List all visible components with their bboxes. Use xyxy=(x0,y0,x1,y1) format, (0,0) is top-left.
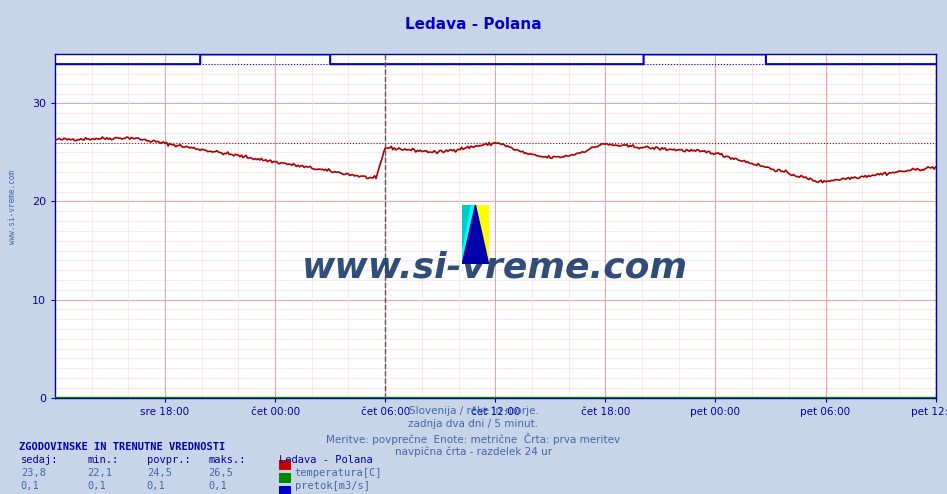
Polygon shape xyxy=(462,205,489,264)
Text: min.:: min.: xyxy=(87,455,118,465)
Text: ZGODOVINSKE IN TRENUTNE VREDNOSTI: ZGODOVINSKE IN TRENUTNE VREDNOSTI xyxy=(19,442,225,452)
Text: 23,8: 23,8 xyxy=(21,468,45,478)
Text: www.si-vreme.com: www.si-vreme.com xyxy=(302,250,688,284)
Text: Ledava - Polana: Ledava - Polana xyxy=(279,455,373,465)
Text: 24,5: 24,5 xyxy=(147,468,171,478)
Text: Meritve: povprečne  Enote: metrične  Črta: prva meritev: Meritve: povprečne Enote: metrične Črta:… xyxy=(327,433,620,445)
Text: pretok[m3/s]: pretok[m3/s] xyxy=(295,481,369,491)
Text: 0,1: 0,1 xyxy=(21,481,40,491)
Text: sedaj:: sedaj: xyxy=(21,455,59,465)
Text: maks.:: maks.: xyxy=(208,455,246,465)
Text: 26,5: 26,5 xyxy=(208,468,233,478)
Text: 0,1: 0,1 xyxy=(147,481,166,491)
Text: 22,1: 22,1 xyxy=(87,468,112,478)
Text: www.si-vreme.com: www.si-vreme.com xyxy=(8,170,17,245)
Text: Slovenija / reke in morje.: Slovenija / reke in morje. xyxy=(408,406,539,416)
Text: temperatura[C]: temperatura[C] xyxy=(295,468,382,478)
Polygon shape xyxy=(462,205,470,247)
Text: Ledava - Polana: Ledava - Polana xyxy=(405,17,542,32)
Text: 0,1: 0,1 xyxy=(208,481,227,491)
Text: 0,1: 0,1 xyxy=(87,481,106,491)
Polygon shape xyxy=(462,205,475,264)
Text: povpr.:: povpr.: xyxy=(147,455,190,465)
Text: navpična črta - razdelek 24 ur: navpična črta - razdelek 24 ur xyxy=(395,446,552,456)
Text: zadnja dva dni / 5 minut.: zadnja dva dni / 5 minut. xyxy=(408,419,539,429)
